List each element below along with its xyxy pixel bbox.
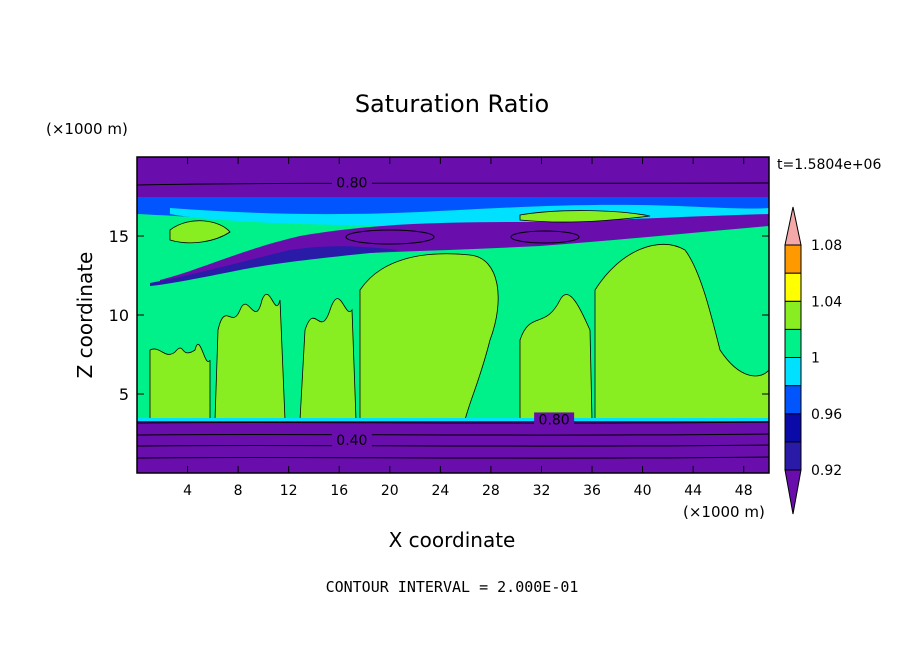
plot-area [137, 157, 769, 473]
x-axis: 4 8 12 16 20 24 28 32 36 40 44 48 [183, 157, 753, 499]
colorbar-max-triangle [784, 206, 802, 246]
x-tick-label: 20 [381, 483, 399, 499]
y-unit-label: (×1000 m) [46, 120, 128, 138]
cloud-plumes [149, 210, 769, 421]
contour-label-bg [534, 412, 575, 427]
colorbar-box [784, 244, 802, 274]
colorbar-tick-label: 0.96 [811, 407, 842, 423]
colorbar-box [784, 300, 802, 330]
lower-dry-band [137, 420, 769, 473]
colorbar-box [784, 357, 802, 387]
x-tick-label: 16 [330, 483, 348, 499]
x-unit-label: (×1000 m) [683, 503, 765, 521]
x-tick-label: 36 [583, 483, 601, 499]
x-tick-label: 44 [684, 483, 702, 499]
colorbar-tick-label: 1 [811, 351, 820, 367]
x-tick-label: 24 [431, 483, 449, 499]
contour-label-bg [331, 175, 372, 190]
contour-label-bg [331, 432, 372, 447]
contour-label: 0.80 [336, 175, 367, 191]
chart-title: Saturation Ratio [355, 90, 549, 118]
lower-band-contours [137, 421, 769, 459]
contour-labels: 0.80 0.80 0.40 [331, 175, 575, 449]
colorbar-tick-label: 0.92 [811, 463, 842, 479]
colorbar-box [784, 385, 802, 415]
upper-purple-layer [160, 214, 769, 282]
x-tick-label: 8 [234, 483, 243, 499]
colorbar: 0.92 0.96 1 1.04 1.08 [784, 206, 842, 515]
y-tick-label: 10 [109, 306, 129, 325]
colorbar-box [784, 328, 802, 358]
colorbar-min-triangle [784, 469, 802, 515]
upper-blue-layer [150, 246, 400, 286]
colorbar-box [784, 441, 802, 471]
upper-dry-band [137, 157, 769, 197]
x-tick-label: 28 [482, 483, 500, 499]
y-axis: 5 10 15 [109, 227, 769, 404]
y-tick-label: 15 [109, 227, 129, 246]
x-tick-label: 40 [634, 483, 652, 499]
contour-interval-footer: CONTOUR INTERVAL = 2.000E-01 [326, 578, 579, 596]
lower-cyan-edge [137, 418, 769, 421]
x-tick-label: 4 [183, 483, 192, 499]
x-axis-label: X coordinate [389, 528, 516, 552]
colorbar-tick-label: 1.08 [811, 238, 842, 254]
time-label: t=1.5804e+06 [777, 157, 881, 173]
colorbar-tick-label: 1.04 [811, 294, 842, 310]
x-tick-label: 32 [533, 483, 551, 499]
colorbar-box [784, 413, 802, 443]
y-axis-label: Z coordinate [73, 252, 97, 379]
x-tick-label: 48 [735, 483, 753, 499]
x-tick-label: 12 [280, 483, 298, 499]
contour-label: 0.80 [539, 412, 570, 428]
colorbar-box [784, 272, 802, 302]
y-tick-label: 5 [119, 385, 129, 404]
contour-label: 0.40 [336, 433, 367, 449]
